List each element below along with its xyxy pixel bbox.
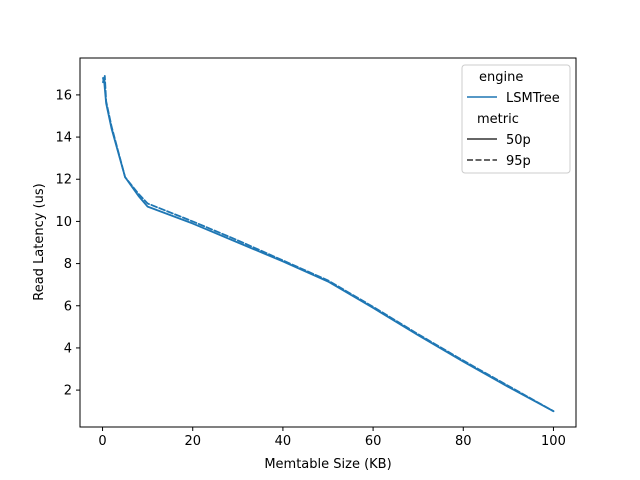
x-tick-label: 60 xyxy=(365,434,382,449)
x-axis: 0 20 40 60 80 100 xyxy=(98,427,566,449)
y-tick-label: 12 xyxy=(55,173,72,188)
y-tick-label: 4 xyxy=(64,341,72,356)
legend-title-metric: metric xyxy=(477,112,519,127)
legend-title-engine: engine xyxy=(479,70,523,85)
plot-lines xyxy=(102,75,555,413)
y-tick-label: 8 xyxy=(64,257,72,272)
x-tick-label: 80 xyxy=(455,434,472,449)
legend-box xyxy=(461,64,571,174)
legend-label-50p: 50p xyxy=(506,133,531,148)
y-tick-label: 2 xyxy=(64,384,72,399)
y-tick-label: 10 xyxy=(55,215,72,230)
y-axis: 2 4 6 8 10 12 14 16 xyxy=(55,88,80,399)
legend-label-95p: 95p xyxy=(506,154,531,169)
x-tick-label: 0 xyxy=(98,434,106,449)
x-tick-label: 40 xyxy=(275,434,292,449)
x-tick-label: 100 xyxy=(541,434,566,449)
y-axis-label: Read Latency (us) xyxy=(32,183,47,300)
y-tick-label: 14 xyxy=(55,131,72,146)
y-tick-label: 16 xyxy=(55,88,72,103)
x-axis-label: Memtable Size (KB) xyxy=(264,457,391,472)
legend: engine LSMTree metric 50p 95p xyxy=(461,64,571,174)
y-tick-label: 6 xyxy=(64,299,72,314)
x-tick-label: 20 xyxy=(184,434,201,449)
plot-area-frame xyxy=(79,57,577,428)
series-line-lsmtree-95p xyxy=(102,75,555,413)
legend-label-lsmtree: LSMTree xyxy=(506,91,560,106)
